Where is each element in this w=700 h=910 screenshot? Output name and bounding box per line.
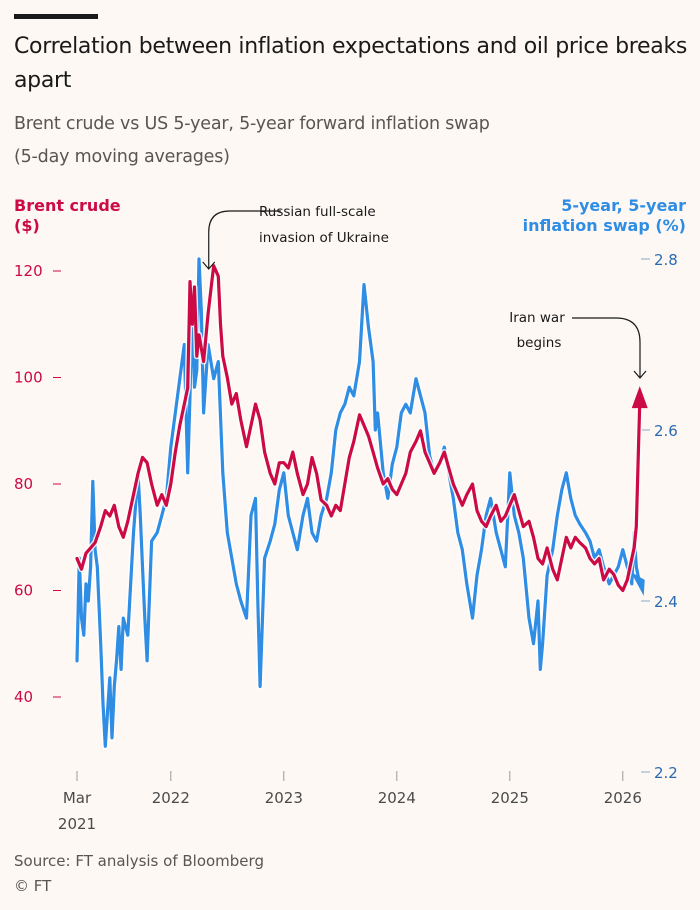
right-axis-label-line-1: 5-year, 5-year bbox=[561, 196, 686, 215]
x-tick-label: 2023 bbox=[265, 789, 303, 807]
right-tick-label: 2.4 bbox=[654, 593, 678, 611]
annotation-iran-line-2: begins bbox=[517, 335, 562, 351]
right-tick-label: 2.6 bbox=[654, 422, 678, 440]
chart-subtitle: Brent crude vs US 5-year, 5-year forward… bbox=[14, 108, 694, 174]
source-note: Source: FT analysis of Bloomberg bbox=[14, 852, 264, 870]
subtitle-line-2: (5-day moving averages) bbox=[14, 147, 230, 167]
x-tick-label: 2026 bbox=[604, 789, 642, 807]
right-tick-label: 2.2 bbox=[654, 764, 678, 782]
annotation-ukraine-line-2: invasion of Ukraine bbox=[259, 230, 389, 246]
chart-title: Correlation between inflation expectatio… bbox=[14, 34, 688, 93]
series-layer bbox=[74, 256, 648, 750]
right-axis-label-line-2: inflation swap (%) bbox=[522, 216, 686, 235]
brent-crude-arrowhead bbox=[631, 386, 648, 409]
left-axis-label-line-1: Brent crude bbox=[14, 196, 121, 215]
annotation-iran-leader bbox=[572, 317, 641, 377]
left-tick-label: 80 bbox=[14, 475, 33, 493]
brent-crude-line bbox=[75, 264, 642, 593]
left-axis-label-line-2: ($) bbox=[14, 216, 40, 235]
annotation-ukraine-leader bbox=[208, 210, 281, 268]
annotations: Russian full-scale invasion of Ukraine Ira… bbox=[202, 204, 647, 379]
footer: Source: FT analysis of Bloomberg © FT bbox=[14, 849, 264, 899]
right-axis-label: 5-year, 5-year inflation swap (%) bbox=[523, 196, 686, 236]
right-tick-label: 2.8 bbox=[654, 251, 678, 269]
x-tick-label: 2024 bbox=[378, 789, 416, 807]
brand-rule bbox=[14, 14, 98, 19]
left-tick-label: 120 bbox=[14, 262, 43, 280]
right-axis: 2.2 2.4 2.6 2.8 bbox=[641, 251, 678, 782]
subtitle-line-1: Brent crude vs US 5-year, 5-year forward… bbox=[14, 114, 490, 134]
inflation-swap-arrowhead bbox=[630, 571, 645, 596]
x-axis: Mar 2021 2022 2023 2024 2025 2026 bbox=[58, 771, 642, 833]
annotation-ukraine-arrow-icon bbox=[202, 261, 216, 270]
x-tick-label: 2022 bbox=[152, 789, 190, 807]
inflation-swap-line bbox=[75, 257, 642, 748]
left-axis: 40 60 80 100 120 bbox=[14, 262, 61, 706]
x-tick-label: 2025 bbox=[491, 789, 529, 807]
annotation-iran-line-1: Iran war bbox=[509, 310, 565, 326]
left-tick-label: 60 bbox=[14, 582, 33, 600]
annotation-iran-arrow-icon bbox=[633, 370, 647, 379]
copyright: © FT bbox=[14, 877, 52, 895]
x-tick-label: Mar bbox=[63, 789, 92, 807]
left-axis-label: Brent crude ($) bbox=[14, 196, 121, 236]
left-tick-label: 100 bbox=[14, 369, 43, 387]
left-tick-label: 40 bbox=[14, 688, 33, 706]
x-tick-label-year: 2021 bbox=[58, 815, 96, 833]
annotation-ukraine-line-1: Russian full-scale bbox=[259, 204, 376, 220]
